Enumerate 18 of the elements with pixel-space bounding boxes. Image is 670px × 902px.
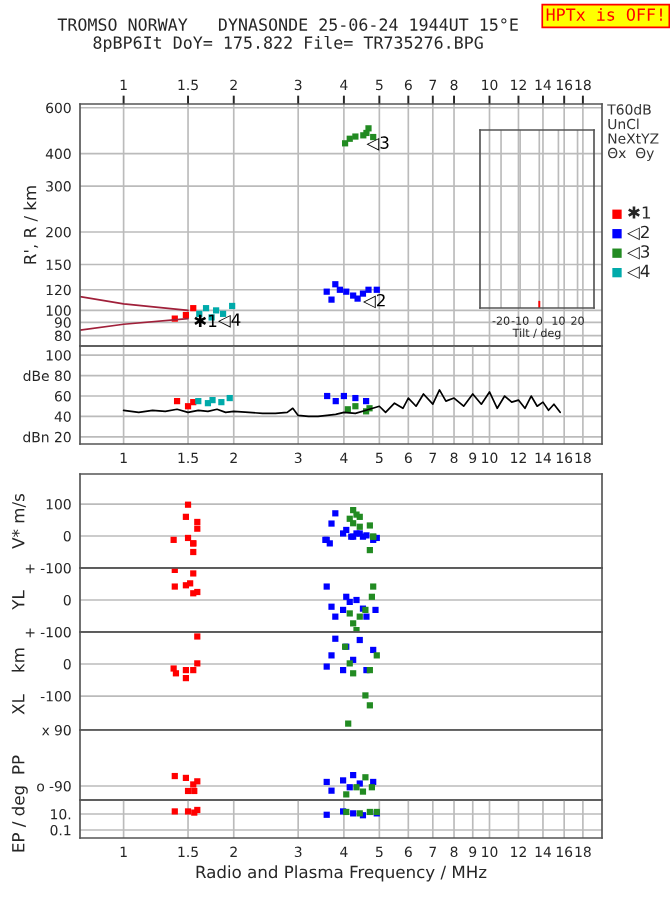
legend-label: ◁4 [627,264,650,280]
y-axis-title: R', R / km [23,186,39,264]
annotation: ◁3 [366,136,389,151]
annotation: ◁2 [363,293,385,309]
chart-title: TROMSO NORWAY DYNASONDE 25-06-24 1944UT 15°E [57,18,518,31]
annotation: ✱1 [194,314,217,327]
y-axis-title: YL [12,590,25,610]
legend-label: ◁2 [627,225,649,241]
legend-label: ✱1 [628,206,651,219]
annotation: ◁4 [217,313,241,328]
chart-subtitle: 8pBP6It DoY= 175.822 File= TR735276.BPG [93,35,483,53]
y-axis-title: V* m/s [11,494,26,549]
x-axis-title: Radio and Plasma Frequency / MHz [196,865,487,882]
text: HPTx is OFF! [546,7,662,21]
y-axis-title: PP [12,755,25,774]
legend-label: ◁3 [627,245,650,260]
y-axis-title: EP / deg [11,786,28,852]
y-axis-title: XL km [11,648,25,715]
